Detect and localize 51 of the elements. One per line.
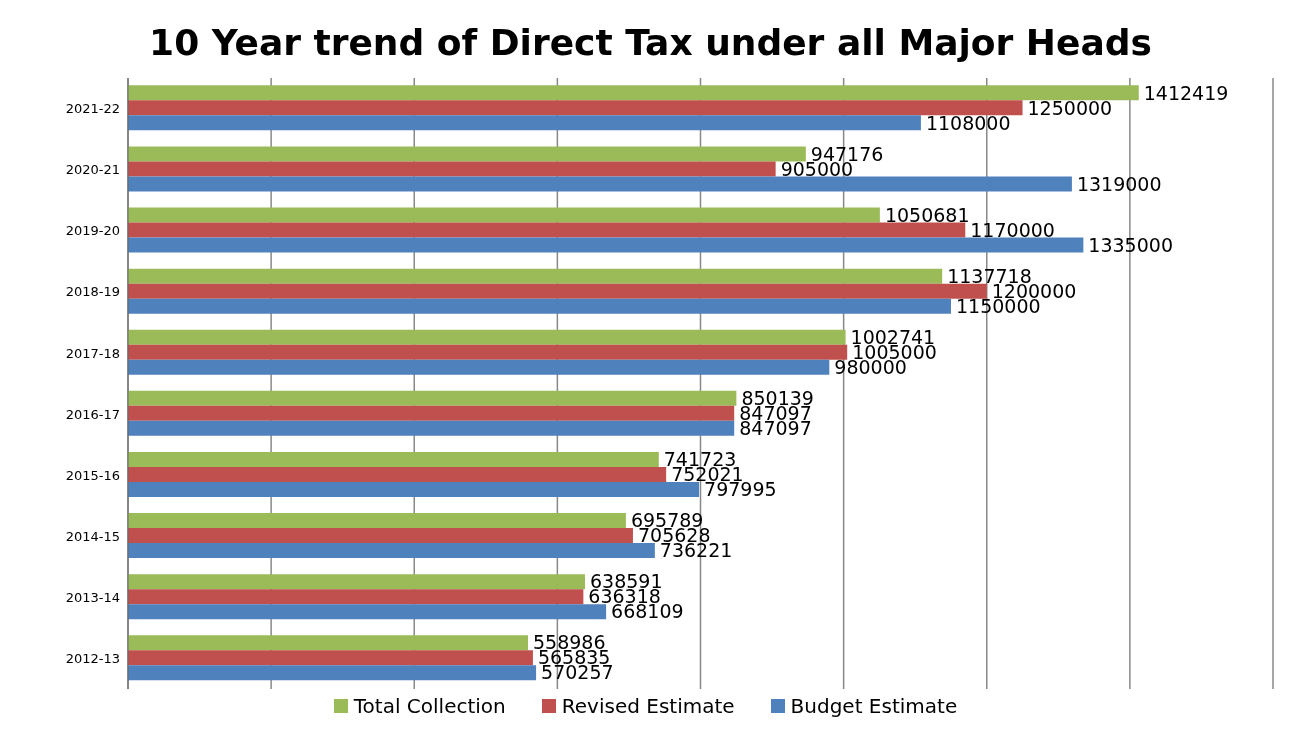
data-label: 1170000 [970,218,1055,241]
bar [128,390,737,406]
bar [128,85,1139,101]
legend-label: Revised Estimate [561,694,735,718]
data-label: 1412419 [1143,81,1229,104]
bar [128,344,848,360]
bar [128,268,943,284]
chart-title: 10 Year trend of Direct Tax under all Major Heads [148,22,1153,63]
bar [128,466,667,482]
y-tick-label: 2016-17 [65,406,120,422]
bar [128,650,533,666]
y-tick-label: 2021-22 [65,101,120,117]
bar [128,161,776,177]
bar [128,176,1072,192]
y-tick-label: 2017-18 [65,345,120,361]
bar [128,574,585,590]
data-label: 1335000 [1088,233,1173,256]
bar [128,405,735,421]
bar [128,543,655,559]
bar [128,329,846,345]
bar [128,635,529,651]
legend-label: Total Collection [353,694,506,718]
legend-label: Budget Estimate [790,694,958,718]
bar [128,420,735,436]
y-tick-label: 2014-15 [65,528,120,544]
bar [128,100,1023,116]
bar [128,359,830,375]
bar [128,207,880,223]
bar [128,237,1084,253]
bar [128,298,951,314]
data-label: 1250000 [1027,96,1113,119]
y-tick-label: 2012-13 [65,651,120,667]
bar [128,604,607,620]
bar [128,451,659,467]
bar [128,283,987,299]
y-tick-label: 2019-20 [65,223,120,239]
data-label: 1108000 [925,111,1011,134]
y-tick-label: 2013-14 [65,589,120,605]
bar [128,146,806,162]
bar [128,528,633,544]
bar [128,481,700,497]
bar [128,222,966,238]
bar [128,513,626,529]
data-label: 1050681 [884,203,970,226]
y-tick-label: 2015-16 [65,467,120,483]
bar [128,589,584,605]
y-tick-label: 2018-19 [65,284,120,300]
y-tick-label: 2020-21 [65,162,120,178]
bar [128,665,537,681]
bar [128,115,921,131]
data-label: 1319000 [1076,172,1162,195]
